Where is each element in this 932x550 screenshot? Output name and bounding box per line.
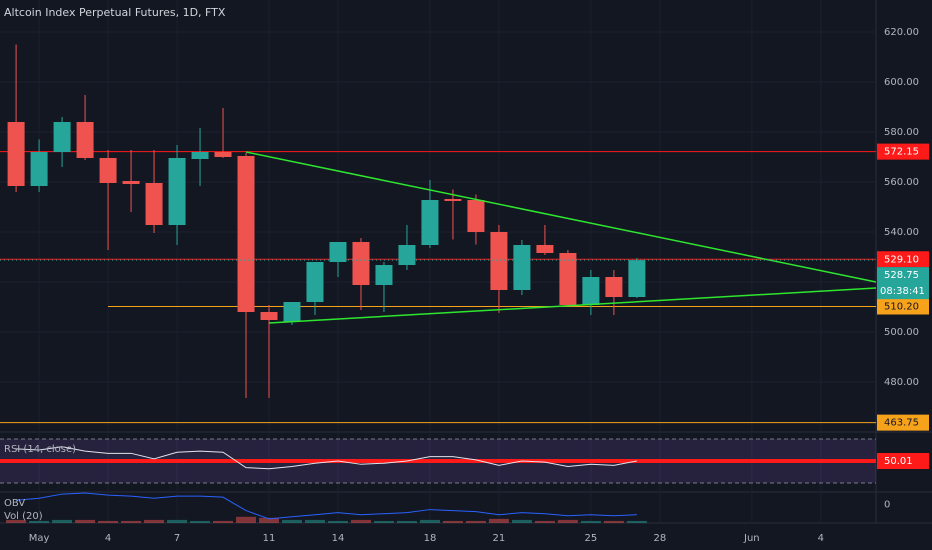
volume-bar — [213, 520, 234, 523]
candle-body — [352, 242, 370, 285]
y-tick-label: 540.00 — [884, 227, 919, 238]
volume-bar — [511, 519, 532, 523]
volume-bar — [259, 517, 280, 523]
volume-bar — [304, 519, 325, 523]
candle-body — [145, 183, 163, 225]
y-tick-label: 620.00 — [884, 27, 919, 38]
price-line-box — [877, 251, 929, 268]
volume-bar — [396, 520, 417, 523]
price-line-box — [877, 143, 929, 160]
x-tick-label: 14 — [332, 533, 345, 544]
last-price-box — [877, 267, 929, 300]
candle-body — [467, 200, 485, 232]
volume-bar — [75, 519, 96, 523]
volume-bar — [465, 520, 486, 523]
candle-body — [513, 245, 531, 290]
y-tick-label: 600.00 — [884, 77, 919, 88]
volume-bar — [6, 519, 27, 523]
y-tick-label: 580.00 — [884, 127, 919, 138]
countdown-label: 08:38:41 — [880, 286, 925, 297]
price-line-label: 529.10 — [884, 254, 919, 265]
x-tick-label: Jun — [743, 533, 760, 544]
trend-line — [268, 287, 877, 324]
volume-bar — [29, 520, 50, 523]
candle-body — [191, 152, 209, 159]
x-tick-label: 7 — [174, 533, 180, 544]
candle-body — [559, 253, 577, 305]
trend-line — [245, 151, 877, 283]
volume-bar — [626, 520, 647, 523]
obv-title: OBV — [4, 498, 25, 509]
rsi-line — [16, 446, 637, 470]
volume-bar — [282, 519, 302, 523]
volume-bar — [121, 520, 142, 523]
volume-bar — [419, 519, 440, 523]
candle-body — [375, 265, 393, 285]
price-line-label: 463.75 — [884, 418, 919, 429]
volume-title: Vol (20) — [4, 511, 43, 522]
volume-bar — [557, 519, 578, 523]
candle-body — [260, 312, 278, 320]
obv-tick-label: 0 — [884, 499, 890, 510]
price-line-label: 510.20 — [884, 302, 919, 313]
volume-bar — [580, 520, 601, 523]
candle-body — [536, 245, 554, 253]
y-tick-label: 480.00 — [884, 377, 919, 388]
candle-body — [421, 200, 439, 245]
volume-bar — [488, 518, 509, 523]
candle-body — [490, 232, 508, 290]
rsi-title: RSI (14, close) — [4, 444, 76, 455]
candle-body — [628, 260, 646, 297]
volume-bar — [236, 516, 257, 523]
obv-line — [16, 492, 637, 520]
price-line-label: 572.15 — [884, 147, 919, 158]
y-tick-label: 500.00 — [884, 327, 919, 338]
chart-title: Altcoin Index Perpetual Futures, 1D, FTX — [4, 6, 226, 19]
volume-bar — [442, 520, 463, 523]
x-tick-label: 4 — [105, 533, 111, 544]
candle-body — [76, 122, 94, 158]
price-line-box — [877, 298, 929, 315]
volume-bar — [190, 520, 211, 523]
volume-bar — [350, 519, 371, 523]
price-line-box — [877, 414, 929, 431]
last-price-label: 528.75 — [884, 270, 919, 281]
x-tick-label: 4 — [818, 533, 824, 544]
candle-body — [53, 122, 71, 152]
candle-body — [99, 158, 117, 183]
candle-body — [398, 245, 416, 265]
volume-bar — [603, 520, 624, 523]
candle-body — [237, 156, 255, 312]
candle-body — [283, 302, 301, 322]
candle-body — [605, 277, 623, 297]
volume-bar — [52, 519, 73, 523]
rsi-level-label: 50.01 — [884, 456, 913, 467]
volume-bar — [327, 520, 348, 523]
candle-body — [122, 181, 140, 184]
volume-bar — [373, 520, 394, 523]
x-tick-label: 11 — [263, 533, 276, 544]
volume-bar — [98, 520, 119, 523]
x-tick-label: May — [29, 533, 50, 544]
volume-bar — [144, 519, 165, 523]
candle-body — [214, 152, 232, 157]
x-tick-label: 28 — [654, 533, 667, 544]
volume-bar — [534, 520, 555, 523]
candle-body — [30, 152, 48, 186]
candle-body — [444, 199, 462, 201]
candle-body — [7, 122, 25, 186]
rsi-level-box — [877, 453, 929, 469]
volume-bar — [167, 519, 188, 523]
x-tick-label: 25 — [585, 533, 598, 544]
x-tick-label: 18 — [424, 533, 437, 544]
x-tick-label: 21 — [493, 533, 506, 544]
y-tick-label: 560.00 — [884, 177, 919, 188]
candle-body — [168, 158, 186, 225]
candle-body — [582, 277, 600, 305]
candle-body — [329, 242, 347, 262]
candle-body — [306, 262, 324, 302]
